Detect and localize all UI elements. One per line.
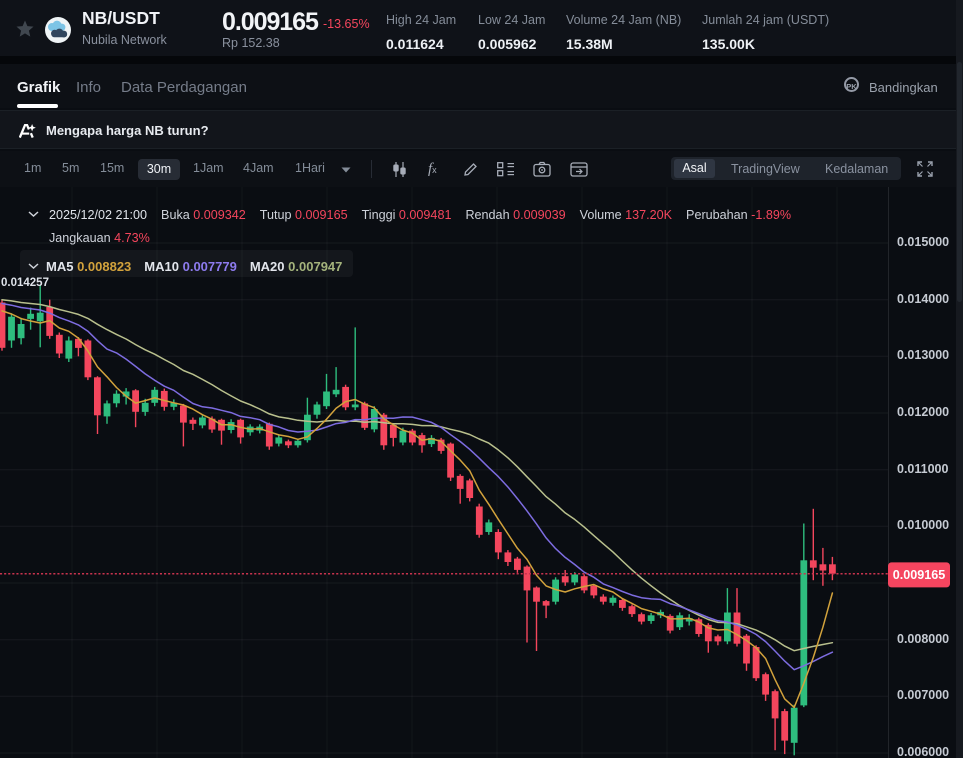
svg-text:0.009165: 0.009165 (893, 568, 946, 582)
